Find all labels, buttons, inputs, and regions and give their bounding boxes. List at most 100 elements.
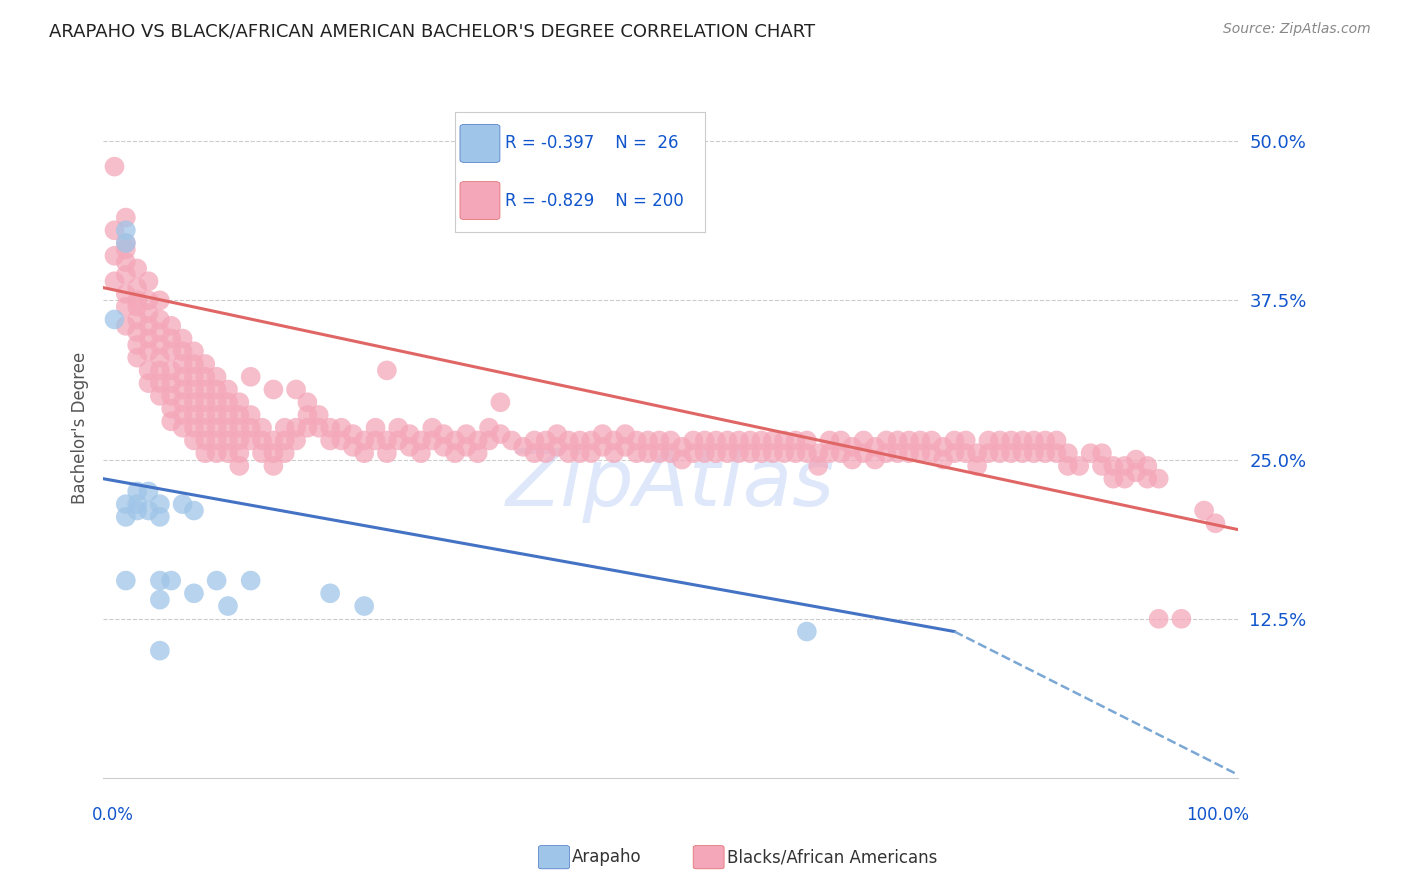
Point	[875, 446, 897, 460]
Point	[1057, 458, 1080, 473]
Point	[239, 421, 262, 435]
Point	[183, 586, 205, 600]
Point	[751, 446, 773, 460]
Point	[183, 503, 205, 517]
Point	[751, 434, 773, 448]
Point	[1045, 446, 1067, 460]
Point	[194, 434, 217, 448]
Point	[149, 643, 172, 657]
Point	[160, 574, 183, 588]
Point	[127, 280, 149, 294]
Y-axis label: Bachelor's Degree: Bachelor's Degree	[72, 351, 89, 504]
Point	[727, 434, 749, 448]
Point	[1114, 458, 1136, 473]
Point	[579, 434, 602, 448]
Text: 0.0%: 0.0%	[91, 806, 134, 824]
Point	[138, 318, 160, 333]
Point	[319, 421, 342, 435]
Point	[172, 383, 194, 397]
Point	[523, 446, 546, 460]
Point	[183, 369, 205, 384]
Point	[228, 458, 250, 473]
Point	[103, 274, 125, 288]
Point	[114, 243, 136, 257]
Point	[818, 446, 841, 460]
Point	[444, 446, 467, 460]
Point	[194, 446, 217, 460]
Point	[172, 395, 194, 409]
Point	[420, 421, 443, 435]
Point	[194, 383, 217, 397]
Point	[762, 434, 785, 448]
Point	[194, 357, 217, 371]
Point	[127, 484, 149, 499]
Point	[160, 318, 183, 333]
Point	[160, 389, 183, 403]
Point	[943, 434, 966, 448]
Point	[114, 211, 136, 225]
Point	[149, 351, 172, 365]
Point	[1136, 472, 1159, 486]
Point	[319, 434, 342, 448]
Point	[149, 509, 172, 524]
Point	[149, 497, 172, 511]
Point	[546, 440, 568, 454]
Point	[1091, 458, 1114, 473]
Point	[138, 484, 160, 499]
Point	[138, 503, 160, 517]
Point	[127, 293, 149, 308]
Point	[863, 452, 886, 467]
Point	[127, 497, 149, 511]
Point	[138, 293, 160, 308]
Point	[1022, 446, 1045, 460]
Point	[910, 434, 932, 448]
Point	[807, 446, 830, 460]
Point	[693, 434, 716, 448]
Point	[727, 446, 749, 460]
Point	[1011, 446, 1033, 460]
Point	[285, 383, 308, 397]
Point	[149, 293, 172, 308]
Point	[762, 446, 785, 460]
Point	[966, 446, 988, 460]
Point	[183, 344, 205, 359]
Point	[114, 287, 136, 301]
Point	[478, 434, 501, 448]
Point	[149, 363, 172, 377]
Point	[1080, 446, 1102, 460]
Point	[205, 574, 228, 588]
Point	[387, 434, 409, 448]
Point	[183, 434, 205, 448]
Point	[228, 434, 250, 448]
Point	[1033, 446, 1056, 460]
Point	[955, 446, 977, 460]
Point	[433, 440, 456, 454]
Point	[342, 427, 364, 442]
Point	[364, 421, 387, 435]
Point	[274, 421, 297, 435]
Point	[103, 312, 125, 326]
Point	[285, 434, 308, 448]
Point	[103, 160, 125, 174]
Point	[1102, 472, 1125, 486]
Point	[217, 599, 239, 613]
Point	[785, 434, 807, 448]
Point	[796, 624, 818, 639]
Point	[534, 446, 557, 460]
Point	[932, 452, 955, 467]
Point	[160, 332, 183, 346]
Point	[546, 427, 568, 442]
Point	[138, 306, 160, 320]
Point	[1011, 434, 1033, 448]
Point	[921, 434, 943, 448]
Point	[671, 452, 693, 467]
Point	[830, 434, 852, 448]
Point	[183, 395, 205, 409]
Point	[603, 434, 626, 448]
Point	[160, 414, 183, 428]
Point	[921, 446, 943, 460]
Point	[977, 434, 1000, 448]
Point	[1125, 465, 1147, 479]
Point	[114, 497, 136, 511]
Point	[172, 497, 194, 511]
